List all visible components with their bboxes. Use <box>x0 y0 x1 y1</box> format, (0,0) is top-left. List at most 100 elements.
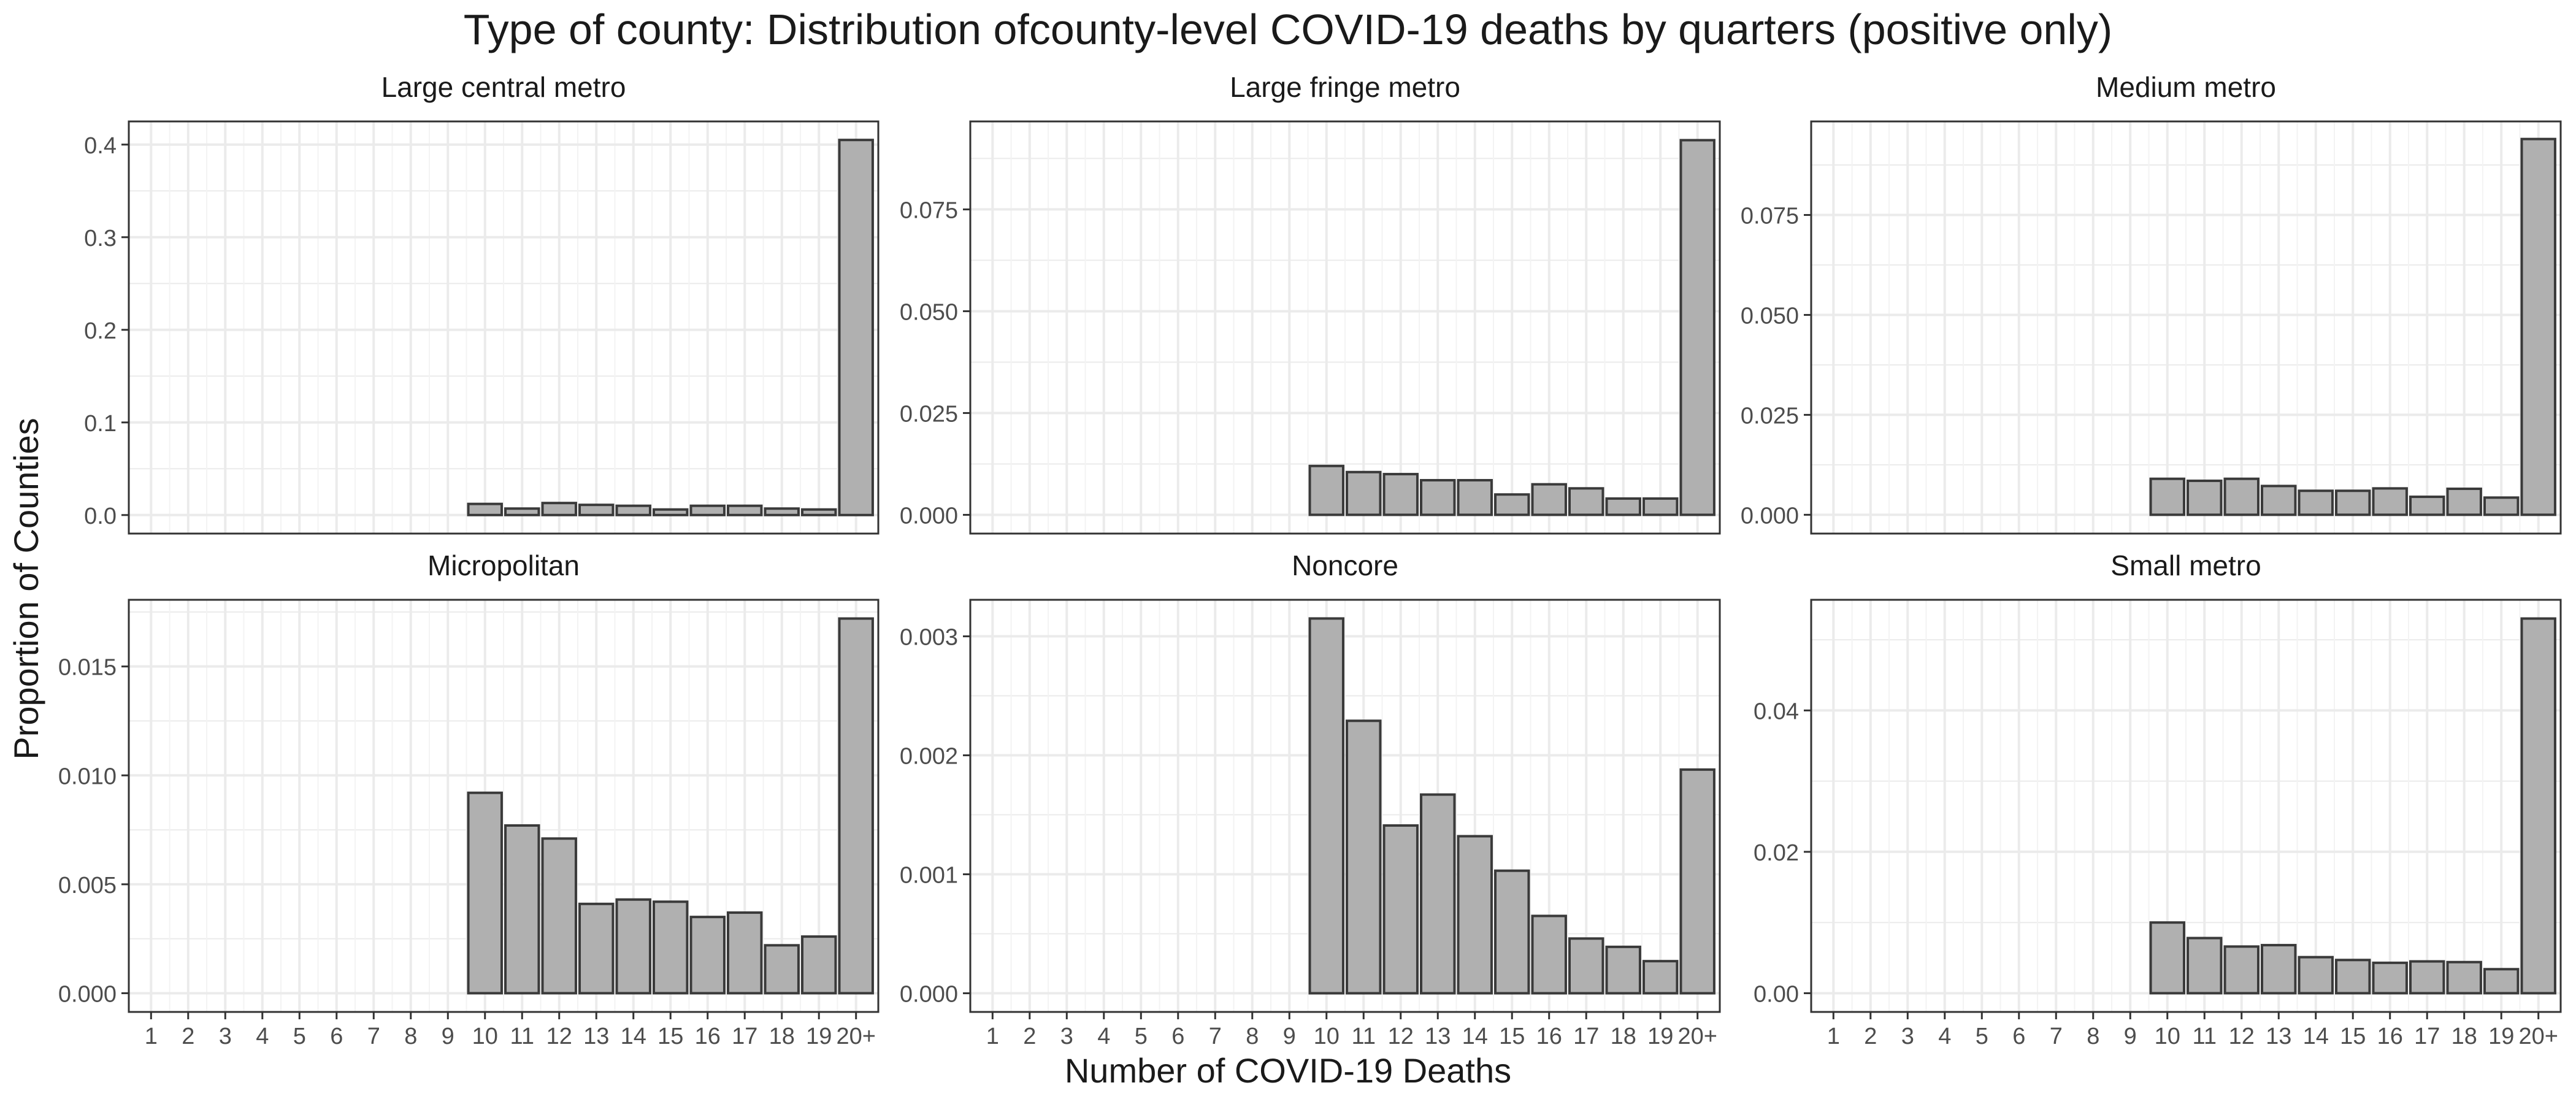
bar <box>653 900 689 995</box>
bar <box>764 944 800 995</box>
x-tick-label: 10 <box>2155 1024 2180 1049</box>
x-tick-label: 4 <box>256 1024 269 1049</box>
x-tick-label: 14 <box>1462 1024 1488 1049</box>
x-tick-label: 11 <box>510 1024 534 1049</box>
x-tick-label: 16 <box>1536 1024 1562 1049</box>
x-tick-label: 11 <box>1352 1024 1376 1049</box>
y-tick-label: 0.075 <box>900 197 958 223</box>
panel-border <box>128 599 880 1013</box>
y-tick-label: 0.1 <box>84 411 117 437</box>
facet-title: Small metro <box>2110 550 2261 581</box>
bar <box>504 507 540 516</box>
y-tick-label: 0.025 <box>900 401 958 427</box>
bar <box>2261 944 2297 995</box>
y-tick-label: 0.000 <box>1741 503 1799 529</box>
bar <box>653 508 689 516</box>
facet-panels: Large central metro0.00.10.20.30.4Large … <box>58 71 2562 1049</box>
x-tick-label: 18 <box>2451 1024 2477 1049</box>
x-tick-label: 12 <box>1388 1024 1414 1049</box>
bar <box>1346 470 1382 516</box>
x-tick-label: 5 <box>1135 1024 1148 1049</box>
bar <box>1568 487 1604 516</box>
bar <box>800 508 837 516</box>
y-tick-label: 0.050 <box>900 299 958 325</box>
x-tick-label: 13 <box>2266 1024 2291 1049</box>
x-tick-label: 15 <box>1499 1024 1525 1049</box>
bar <box>2149 477 2185 516</box>
bar <box>2261 485 2297 516</box>
x-tick-label: 16 <box>2377 1024 2403 1049</box>
x-tick-label: 4 <box>1097 1024 1110 1049</box>
x-tick-label: 7 <box>1209 1024 1222 1049</box>
x-tick-label: 17 <box>1573 1024 1599 1049</box>
x-axis-title: Number of COVID-19 Deaths <box>1065 1051 1511 1090</box>
x-tick-label: 20+ <box>1677 1024 1717 1049</box>
y-tick-label: 0.025 <box>1741 403 1799 429</box>
x-tick-label: 7 <box>367 1024 380 1049</box>
bar <box>2298 489 2334 516</box>
bar <box>1346 719 1382 995</box>
y-tick-label: 0.4 <box>84 133 117 159</box>
x-tick-label: 11 <box>2193 1024 2217 1049</box>
y-tick-label: 0.010 <box>58 764 117 789</box>
x-tick-label: 17 <box>2414 1024 2440 1049</box>
bar <box>1308 617 1344 995</box>
bar <box>2335 489 2371 516</box>
bar <box>467 791 503 995</box>
x-tick-label: 2 <box>1023 1024 1036 1049</box>
bar <box>541 502 577 516</box>
x-tick-label: 7 <box>2050 1024 2063 1049</box>
y-tick-label: 0.001 <box>900 863 958 889</box>
x-tick-label: 4 <box>1938 1024 1951 1049</box>
x-tick-label: 15 <box>657 1024 683 1049</box>
bar <box>1382 824 1419 995</box>
y-tick-label: 0.2 <box>84 318 117 344</box>
facet-panel: Medium metro 0.000 0.025 0.050 0.075 <box>1741 71 2562 535</box>
y-tick-label: 0.050 <box>1741 303 1799 329</box>
x-tick-label: 14 <box>621 1024 646 1049</box>
y-tick-label: 0.00 <box>1754 981 1799 1007</box>
x-tick-label: 18 <box>769 1024 795 1049</box>
bar <box>1679 139 1715 516</box>
x-tick-label: 18 <box>1611 1024 1636 1049</box>
bar <box>1420 479 1456 516</box>
x-tick-label: 1 <box>145 1024 158 1049</box>
x-tick-label: 13 <box>583 1024 609 1049</box>
bar <box>2187 479 2223 516</box>
panel-border <box>969 599 1721 1013</box>
bar <box>2223 945 2260 995</box>
x-tick-label: 8 <box>1246 1024 1259 1049</box>
x-tick-label: 6 <box>330 1024 343 1049</box>
x-tick-label: 13 <box>1425 1024 1451 1049</box>
bar <box>2483 496 2520 516</box>
bar <box>726 911 763 995</box>
facet-title: Medium metro <box>2096 71 2276 103</box>
bar <box>615 898 651 995</box>
x-tick-label: 15 <box>2340 1024 2366 1049</box>
bar <box>2298 956 2334 995</box>
bar <box>2409 496 2445 516</box>
bar <box>2223 477 2260 516</box>
x-tick-label: 16 <box>695 1024 721 1049</box>
x-tick-label: 5 <box>293 1024 306 1049</box>
x-tick-label: 9 <box>1283 1024 1296 1049</box>
x-tick-label: 19 <box>1647 1024 1673 1049</box>
bar <box>2372 487 2408 516</box>
y-tick-label: 0.02 <box>1754 840 1799 866</box>
bar <box>1531 483 1567 516</box>
bar <box>2446 487 2482 516</box>
bar <box>1494 493 1530 516</box>
x-tick-label: 12 <box>546 1024 572 1049</box>
bar <box>1382 473 1419 516</box>
bar <box>578 902 615 995</box>
y-tick-label: 0.04 <box>1754 699 1799 724</box>
bar <box>764 507 800 516</box>
x-tick-label: 20+ <box>2518 1024 2558 1049</box>
x-tick-label: 6 <box>1171 1024 1184 1049</box>
y-tick-label: 0.3 <box>84 226 117 251</box>
y-axis-title: Proportion of Counties <box>7 418 45 759</box>
x-tick-label: 2 <box>1864 1024 1877 1049</box>
